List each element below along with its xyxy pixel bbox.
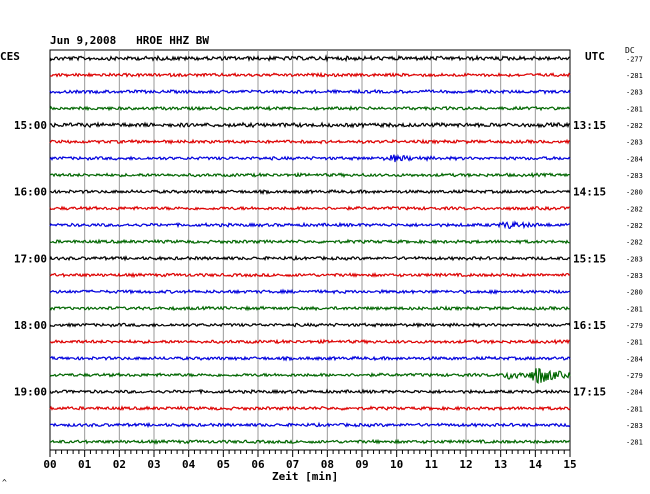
dc-value: -284 — [626, 355, 643, 363]
trace-row — [49, 121, 570, 129]
dc-value: -280 — [626, 289, 643, 297]
trace-row — [49, 205, 571, 212]
x-tick-label: 13 — [494, 458, 507, 471]
dc-value: -283 — [626, 89, 643, 97]
trace-row — [49, 367, 571, 384]
trace-row — [49, 220, 571, 230]
right-time-label: 17:15 — [573, 386, 606, 399]
dc-label: DC — [625, 46, 635, 55]
dc-value: -281 — [626, 305, 643, 313]
right-time-label: 13:15 — [573, 119, 606, 132]
x-tick-label: 07 — [286, 458, 299, 471]
x-tick-label: 09 — [355, 458, 368, 471]
trace-row — [49, 71, 571, 78]
trace-row — [49, 171, 570, 179]
right-time-label: 16:15 — [573, 319, 606, 332]
x-tick-label: 03 — [147, 458, 160, 471]
x-tick-label: 05 — [217, 458, 230, 471]
x-tick-label: 04 — [182, 458, 196, 471]
chart-title: Jun 9,2008 HROE HHZ BW — [50, 34, 209, 47]
left-time-label: 15:00 — [14, 119, 47, 132]
trace-row — [49, 88, 571, 95]
dc-value: -283 — [626, 139, 643, 147]
right-zone-label: UTC — [585, 50, 605, 63]
trace-row — [49, 388, 571, 395]
x-tick-label: 08 — [321, 458, 334, 471]
x-tick-label: 15 — [563, 458, 576, 471]
corner-mark: ^ — [2, 478, 7, 487]
x-tick-label: 10 — [390, 458, 403, 471]
dc-value: -281 — [626, 439, 643, 447]
dc-value: -282 — [626, 239, 643, 247]
dc-value: -281 — [626, 105, 643, 113]
trace-row — [49, 322, 571, 329]
x-axis-label: Zeit [min] — [272, 470, 339, 483]
dc-value: -284 — [626, 155, 643, 163]
trace-row — [49, 421, 571, 429]
x-tick-label: 02 — [113, 458, 126, 471]
left-time-label: 17:00 — [14, 252, 47, 265]
dc-value: -282 — [626, 205, 643, 213]
dc-value: -283 — [626, 255, 643, 263]
dc-value: -277 — [626, 55, 643, 63]
right-time-label: 14:15 — [573, 186, 606, 199]
trace-row — [49, 254, 571, 262]
trace-row — [49, 288, 571, 295]
dc-value: -279 — [626, 322, 643, 330]
left-time-label: 16:00 — [14, 186, 47, 199]
trace-row — [49, 105, 571, 112]
dc-value: -282 — [626, 222, 643, 230]
trace-row — [49, 305, 571, 312]
left-time-label: 19:00 — [14, 386, 47, 399]
x-tick-label: 11 — [425, 458, 439, 471]
dc-value: -282 — [626, 122, 643, 130]
trace-row — [49, 154, 571, 163]
trace-row — [49, 438, 570, 445]
dc-value: -283 — [626, 272, 643, 280]
right-time-label: 15:15 — [573, 252, 606, 265]
trace-row — [49, 138, 571, 145]
x-tick-label: 06 — [251, 458, 265, 471]
x-tick-label: 14 — [529, 458, 543, 471]
trace-row — [49, 355, 571, 362]
trace-row — [49, 238, 571, 245]
trace-row — [49, 405, 571, 412]
left-zone-label: CES — [0, 50, 20, 63]
dc-value: -281 — [626, 339, 643, 347]
dc-value: -281 — [626, 405, 643, 413]
x-tick-label: 12 — [459, 458, 472, 471]
left-time-label: 18:00 — [14, 319, 47, 332]
x-tick-label: 01 — [78, 458, 92, 471]
dc-value: -280 — [626, 189, 643, 197]
dc-value: -279 — [626, 372, 643, 380]
dc-value: -284 — [626, 389, 643, 397]
trace-row — [49, 54, 571, 63]
trace-row — [49, 272, 571, 279]
trace-row — [49, 338, 571, 345]
trace-row — [49, 188, 571, 195]
dc-value: -283 — [626, 172, 643, 180]
x-tick-label: 00 — [43, 458, 56, 471]
dc-value: -283 — [626, 422, 643, 430]
dc-value: -281 — [626, 72, 643, 80]
